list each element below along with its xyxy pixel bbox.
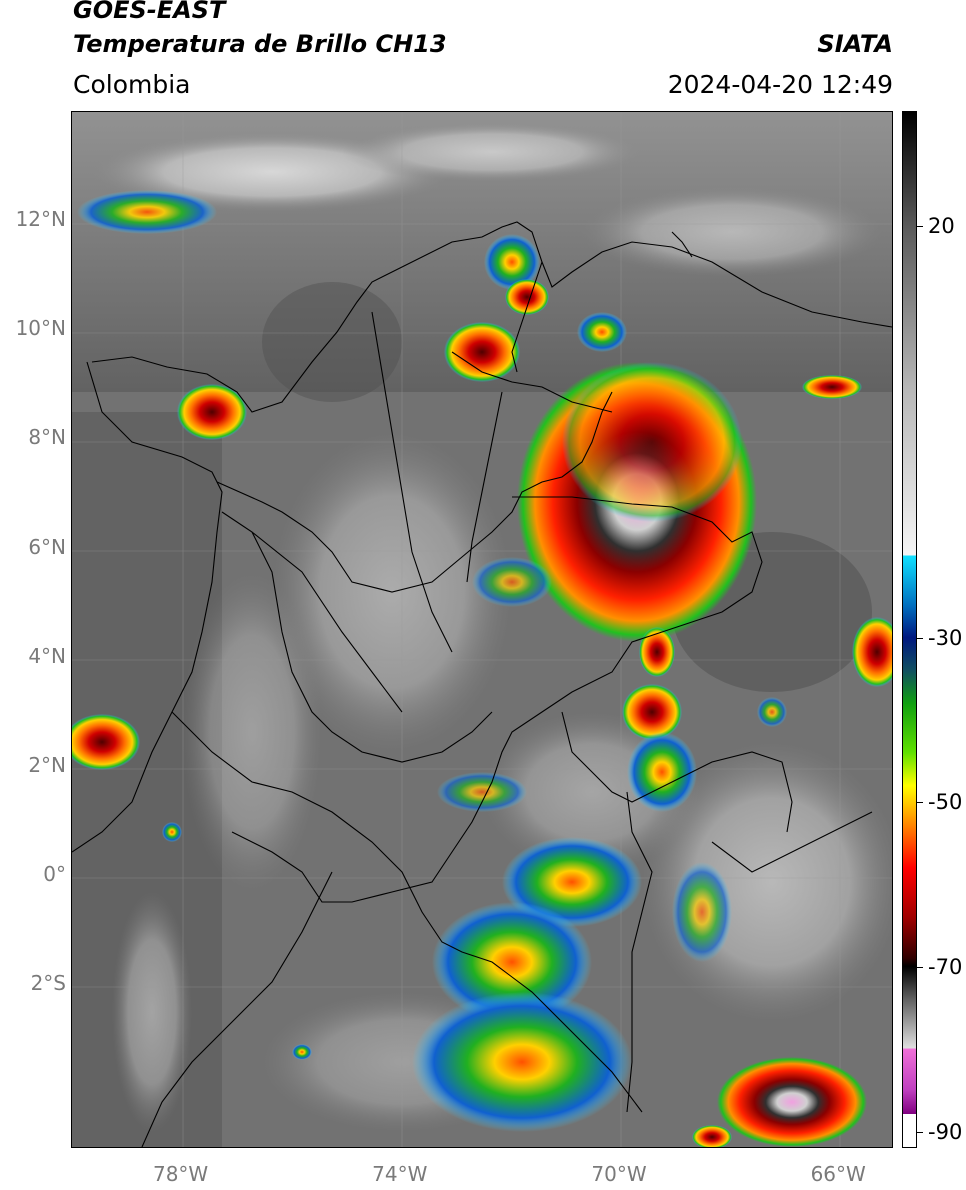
colorbar-tick-mark bbox=[917, 802, 923, 804]
lon-label: 66°W bbox=[810, 1162, 866, 1186]
lat-label: 4°N bbox=[28, 643, 66, 668]
lon-label: 74°W bbox=[372, 1162, 428, 1186]
organization-label: SIATA bbox=[817, 30, 893, 58]
colorbar-tick-mark bbox=[917, 637, 923, 639]
datetime-label: 2024-04-20 12:49 bbox=[667, 70, 893, 99]
lat-label: 6°N bbox=[28, 534, 66, 559]
satellite-map[interactable] bbox=[71, 111, 893, 1148]
colorbar-tick-label: -30 bbox=[928, 625, 963, 650]
political-borders bbox=[72, 221, 892, 1147]
lon-label: 78°W bbox=[152, 1162, 209, 1186]
colorbar-tick-mark bbox=[917, 966, 923, 968]
lat-label: 10°N bbox=[15, 316, 66, 341]
colorbar-tick-label: 20 bbox=[928, 214, 955, 239]
colorbar-tick-mark bbox=[917, 1131, 923, 1133]
colorbar-tick-mark bbox=[917, 226, 923, 228]
satellite-name: GOES-EAST bbox=[73, 0, 226, 24]
temperature-colorbar bbox=[902, 111, 917, 1148]
colorbar-tick-label: -90 bbox=[928, 1119, 963, 1144]
map-canvas bbox=[72, 112, 892, 1147]
lat-label: 2°N bbox=[28, 752, 66, 777]
lon-label: 70°W bbox=[591, 1162, 647, 1186]
lat-label: 8°N bbox=[28, 425, 66, 450]
region-label: Colombia bbox=[73, 70, 191, 99]
product-title: Temperatura de Brillo CH13 bbox=[73, 30, 447, 58]
colorbar-tick-label: -70 bbox=[928, 954, 963, 979]
colorbar-tick-label: -50 bbox=[928, 790, 963, 815]
lat-label: 12°N bbox=[15, 207, 66, 232]
lat-label: 0° bbox=[43, 862, 66, 887]
lat-label: 2°S bbox=[30, 971, 66, 996]
